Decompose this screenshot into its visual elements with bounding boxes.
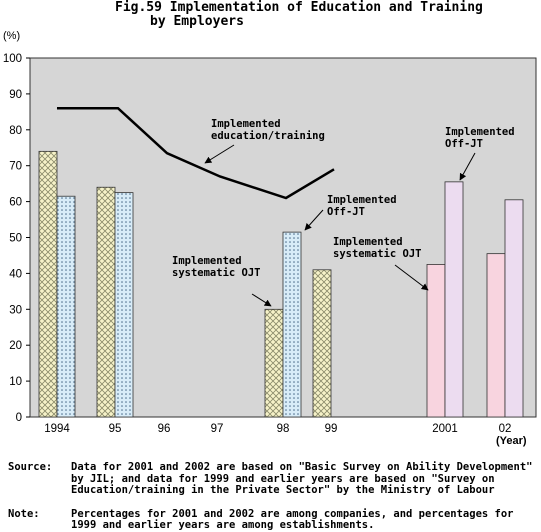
y-tick-label: 100 (3, 53, 22, 65)
bar-off-jt (283, 232, 301, 417)
bar-off-jt (57, 196, 75, 417)
bar-systematic-ojt (427, 264, 445, 417)
bar-off-jt (445, 182, 463, 417)
y-tick-label: 30 (9, 304, 22, 316)
y-axis-unit: (%) (3, 30, 20, 42)
y-tick-label: 80 (9, 125, 22, 137)
x-tick-label: 99 (325, 423, 338, 435)
y-tick-label: 70 (9, 161, 22, 173)
x-tick-label: 02 (499, 423, 512, 435)
annotation-label: Implemented (445, 126, 515, 138)
note-label: Note: (8, 509, 71, 532)
x-tick-label: 97 (211, 423, 224, 435)
chart: Fig.59 Implementation of Education and T… (0, 0, 541, 460)
annotation-label: Off-JT (327, 206, 365, 218)
bar-systematic-ojt (313, 270, 331, 417)
bar-systematic-ojt (97, 187, 115, 417)
y-tick-label: 0 (16, 412, 22, 424)
annotation-label: education/training (211, 130, 325, 142)
annotation-label: systematic OJT (333, 248, 422, 260)
y-tick-label: 90 (9, 89, 22, 101)
x-tick-label: 96 (158, 423, 171, 435)
y-axis: 0 10 20 30 40 50 60 70 80 90 100 (3, 53, 30, 424)
x-axis: 1994 95 96 97 98 99 2001 02 (44, 423, 511, 435)
annotation-label: systematic OJT (172, 267, 261, 279)
source-label: Source: (8, 462, 71, 497)
annotation-label: Implemented (333, 236, 403, 248)
y-tick-label: 40 (9, 268, 22, 280)
bar-off-jt (505, 200, 523, 417)
y-tick-label: 10 (9, 376, 22, 388)
bar-systematic-ojt (265, 309, 283, 417)
x-tick-label: 2001 (432, 423, 458, 435)
bar-systematic-ojt (39, 151, 57, 417)
x-tick-label: 98 (277, 423, 290, 435)
y-tick-label: 60 (9, 197, 22, 209)
bar-off-jt (115, 193, 133, 417)
annotation-label: Implemented (172, 255, 242, 267)
y-tick-label: 20 (9, 340, 22, 352)
bar-systematic-ojt (487, 254, 505, 417)
y-tick-label: 50 (9, 233, 22, 245)
source-text: Data for 2001 and 2002 are based on "Bas… (71, 462, 538, 497)
annotation-label: Implemented (211, 118, 281, 130)
chart-title-line-1: Fig.59 Implementation of Education and T… (115, 0, 483, 15)
annotation-label: Implemented (327, 194, 397, 206)
x-axis-unit: (Year) (496, 435, 527, 447)
chart-title-line-2: by Employers (150, 14, 244, 29)
note-text: Percentages for 2001 and 2002 are among … (71, 509, 538, 532)
annotation-label: Off-JT (445, 138, 483, 150)
figure-notes: Source: Data for 2001 and 2002 are based… (8, 462, 538, 532)
general-note: Note: Percentages for 2001 and 2002 are … (8, 509, 538, 532)
source-note: Source: Data for 2001 and 2002 are based… (8, 462, 538, 497)
x-tick-label: 1994 (44, 423, 70, 435)
x-tick-label: 95 (109, 423, 122, 435)
